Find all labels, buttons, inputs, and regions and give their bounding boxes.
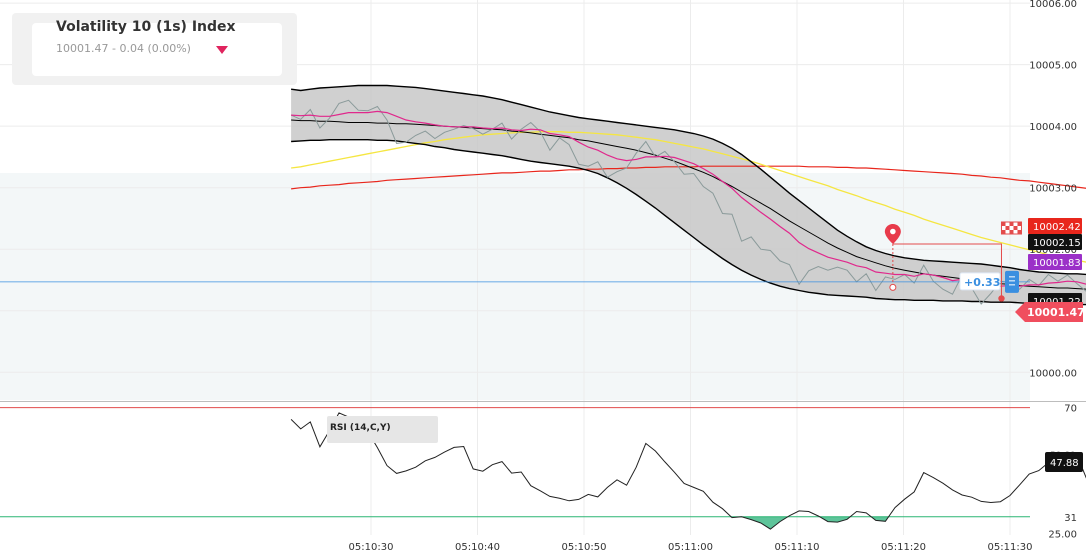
map-pin-icon <box>884 224 901 244</box>
flag-square <box>1005 226 1010 230</box>
exit-point <box>998 295 1005 302</box>
time-tick-label: 05:11:00 <box>668 542 713 553</box>
symbol-quote: 10001.47 - 0.04 (0.00%) <box>56 42 191 55</box>
trade-bracket <box>892 243 1002 299</box>
rsi-current-tag-label: 47.88 <box>1050 458 1079 469</box>
rsi-tick-label: 25.00 <box>1048 530 1077 541</box>
series-line-rsi <box>290 412 1086 530</box>
price-tick-label: 10003.00 <box>1029 184 1077 195</box>
price-tick-label: 10006.00 <box>1029 0 1077 10</box>
price-tag-bg <box>1028 218 1082 234</box>
symbol-info-panel[interactable] <box>32 23 282 76</box>
series-line-band-lower <box>291 139 1086 306</box>
series-line-ma-magenta <box>291 110 1086 289</box>
flag-square <box>1017 222 1022 226</box>
drag-handle-icon <box>1005 270 1019 293</box>
rsi-study-label: RSI (14,C,Y) <box>330 423 391 433</box>
symbol-title: Volatility 10 (1s) Index <box>56 19 236 35</box>
rsi-tick-label: 70 <box>1064 404 1077 415</box>
flag-square <box>1001 230 1006 234</box>
rsi-current-tag: 47.88 <box>1045 452 1083 472</box>
entry-point <box>889 283 897 291</box>
flag-square <box>1013 226 1018 230</box>
series-line-band-upper <box>291 84 1086 276</box>
time-tick-label: 05:10:50 <box>562 542 607 553</box>
symbol-info-card <box>12 13 297 85</box>
price-tag: 10001.83 <box>1028 254 1082 270</box>
rsi-tick-label: 31 <box>1064 513 1077 524</box>
price-tick-label: 10005.00 <box>1029 61 1077 72</box>
caret-down-icon <box>216 46 228 54</box>
current-price-tag: 10001.47 <box>1015 302 1085 322</box>
current-price-tag-bg <box>1015 302 1083 322</box>
time-tick-label: 05:11:10 <box>775 542 820 553</box>
price-tick-label: 10000.00 <box>1029 368 1077 379</box>
time-tick-label: 05:11:20 <box>881 542 926 553</box>
rsi-study-tag[interactable]: RSI (14,C,Y) <box>327 416 438 443</box>
time-tick-label: 05:11:30 <box>988 542 1033 553</box>
price-tick-label: 10004.00 <box>1029 122 1077 133</box>
rsi-current-tag-bg <box>1045 452 1083 472</box>
price-tag: 10002.15 <box>1028 234 1082 250</box>
price-tag-label: 10001.83 <box>1033 258 1081 269</box>
current-price-tag-label: 10001.47 <box>1027 306 1085 319</box>
profit-badge-label: +0.33 <box>964 276 1000 289</box>
flag-square <box>1009 230 1014 234</box>
series-line-ma-yellow <box>291 131 1086 263</box>
profit-badge <box>959 272 1001 291</box>
price-tag-bg <box>1028 254 1082 270</box>
series-line-ma-red <box>291 165 1086 190</box>
price-tag-label: 10002.42 <box>1033 222 1081 233</box>
time-tick-label: 05:10:30 <box>349 542 394 553</box>
flag-square <box>1017 230 1022 234</box>
band-fill <box>291 85 1086 305</box>
pin-dot <box>890 228 896 235</box>
price-tag-bg <box>1028 234 1082 250</box>
price-tick-label: 10002.00 <box>1029 245 1077 256</box>
checkered-flag-icon <box>1000 221 1022 235</box>
flag-square <box>1001 222 1006 226</box>
time-tick-label: 05:10:40 <box>455 542 500 553</box>
price-tag-label: 10002.15 <box>1033 238 1081 249</box>
flag-square <box>1009 222 1014 226</box>
price-tag: 10002.42 <box>1028 218 1082 234</box>
